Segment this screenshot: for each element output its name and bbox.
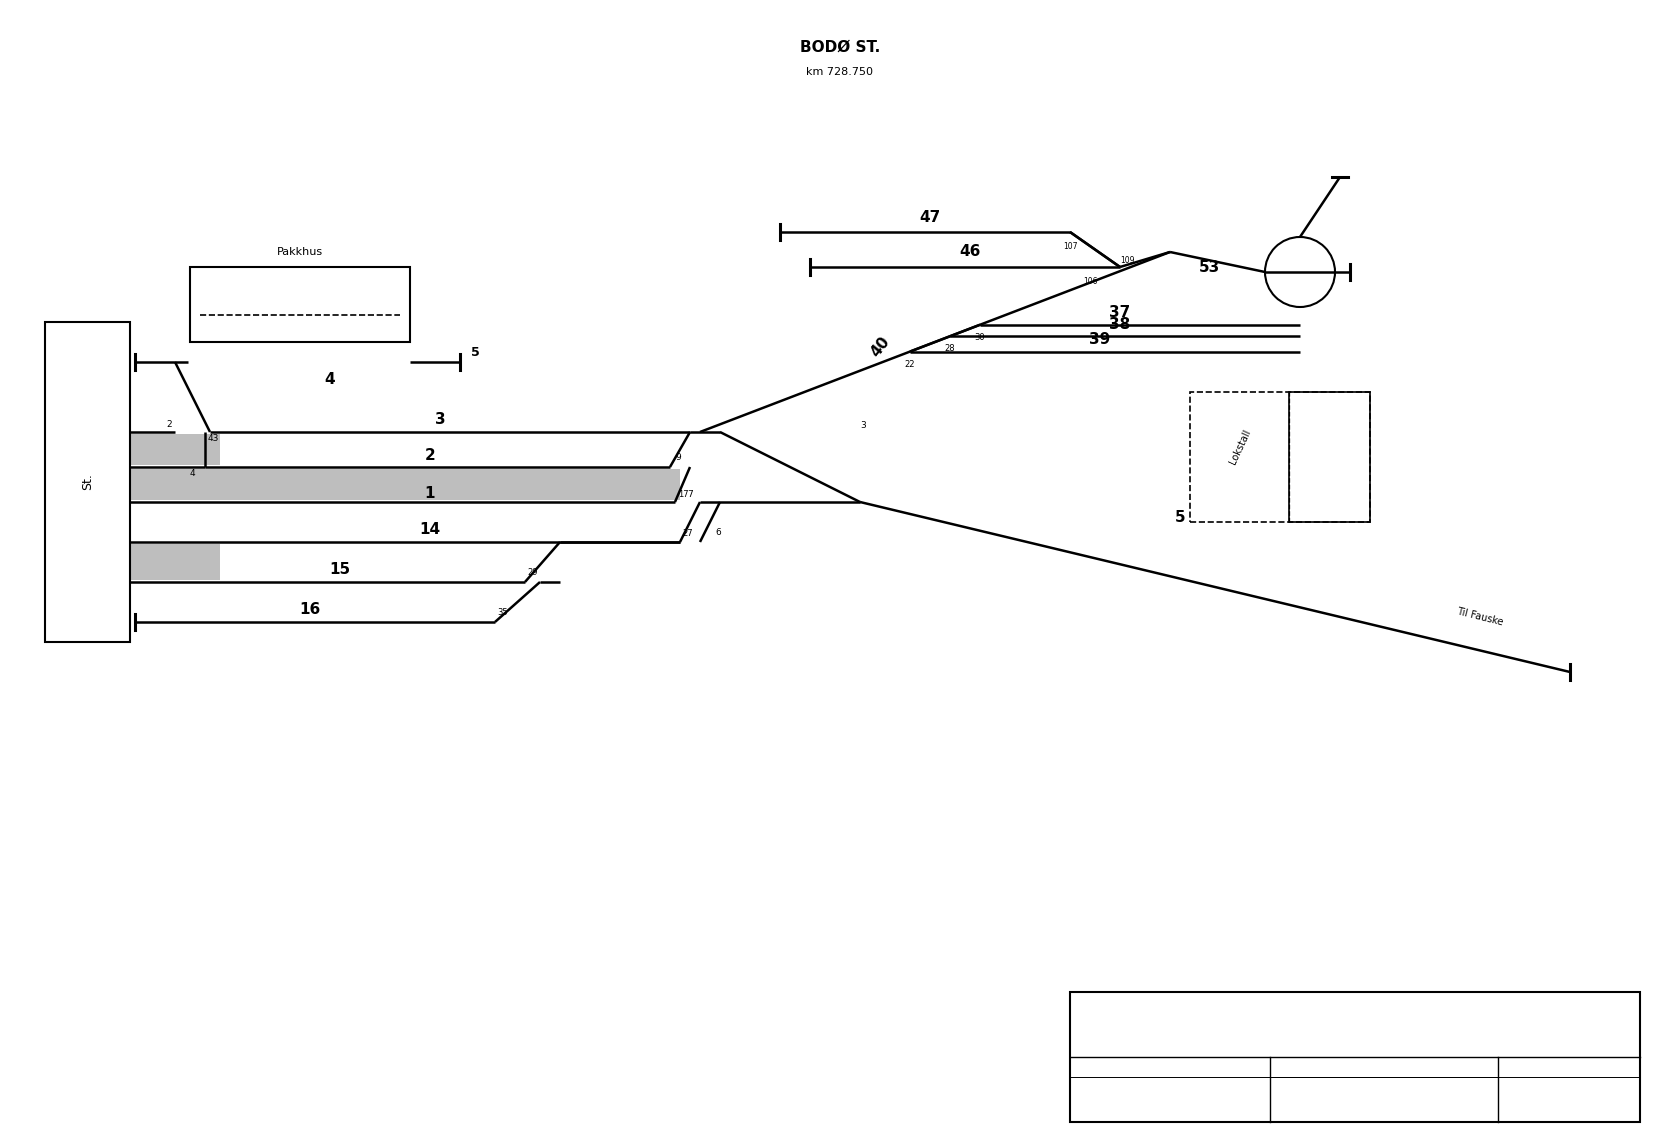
Bar <box>129 544 220 580</box>
Text: 3: 3 <box>435 412 445 427</box>
Text: 29: 29 <box>528 568 538 577</box>
Text: Dato: Dato <box>1080 1063 1097 1069</box>
Text: 37: 37 <box>1109 305 1131 320</box>
Text: 4: 4 <box>190 469 195 478</box>
Text: KO-006365-000: KO-006365-000 <box>1280 1107 1356 1117</box>
Bar <box>1070 992 1640 1121</box>
Text: 17: 17 <box>679 490 689 499</box>
Text: 3: 3 <box>860 421 865 431</box>
Bar <box>45 322 129 642</box>
Text: 107: 107 <box>1063 242 1077 251</box>
Text: 9: 9 <box>675 453 680 463</box>
Bar <box>129 434 220 465</box>
Text: 2: 2 <box>425 448 435 463</box>
Text: 7: 7 <box>687 490 694 499</box>
Text: Lokstall: Lokstall <box>1228 428 1252 466</box>
Text: 43: 43 <box>208 434 220 443</box>
Text: 004: 004 <box>1507 1107 1530 1117</box>
Text: 16: 16 <box>299 603 321 618</box>
Text: 38: 38 <box>1109 316 1131 332</box>
Text: Til Fauske: Til Fauske <box>1455 606 1504 628</box>
Text: 47: 47 <box>919 209 941 225</box>
Bar <box>129 469 680 500</box>
Text: 28: 28 <box>944 344 956 353</box>
Bar <box>1289 392 1369 522</box>
Text: 46: 46 <box>959 244 981 259</box>
Text: 16.10.2020: 16.10.2020 <box>1080 1107 1136 1117</box>
Text: 15: 15 <box>329 563 351 578</box>
Text: 14: 14 <box>420 523 440 538</box>
Bar <box>1189 392 1369 522</box>
Text: 27: 27 <box>682 529 692 538</box>
Text: Pakkhus: Pakkhus <box>277 247 323 257</box>
Text: 39: 39 <box>1089 332 1110 347</box>
Text: 6: 6 <box>716 528 721 537</box>
Text: 2: 2 <box>166 420 171 429</box>
Text: 106: 106 <box>1082 278 1097 286</box>
Text: 1: 1 <box>425 486 435 501</box>
Text: 5: 5 <box>1174 509 1186 524</box>
Text: St.: St. <box>81 474 94 490</box>
Text: 53: 53 <box>1200 259 1220 274</box>
Text: 22: 22 <box>906 360 916 369</box>
Text: BANE NOR: BANE NOR <box>1294 1014 1416 1035</box>
Text: BODØ ST.: BODØ ST. <box>800 40 880 55</box>
Text: 109: 109 <box>1121 256 1134 265</box>
Text: 40: 40 <box>867 333 892 360</box>
Bar <box>190 267 410 341</box>
Text: Rev.: Rev. <box>1507 1063 1522 1069</box>
Text: km 728.750: km 728.750 <box>806 67 874 77</box>
Text: Arkiv ref.: Arkiv ref. <box>1280 1063 1310 1069</box>
Text: 35: 35 <box>497 608 507 617</box>
Text: 5: 5 <box>470 346 479 359</box>
Text: 30: 30 <box>974 332 984 341</box>
Text: 4: 4 <box>324 372 336 387</box>
